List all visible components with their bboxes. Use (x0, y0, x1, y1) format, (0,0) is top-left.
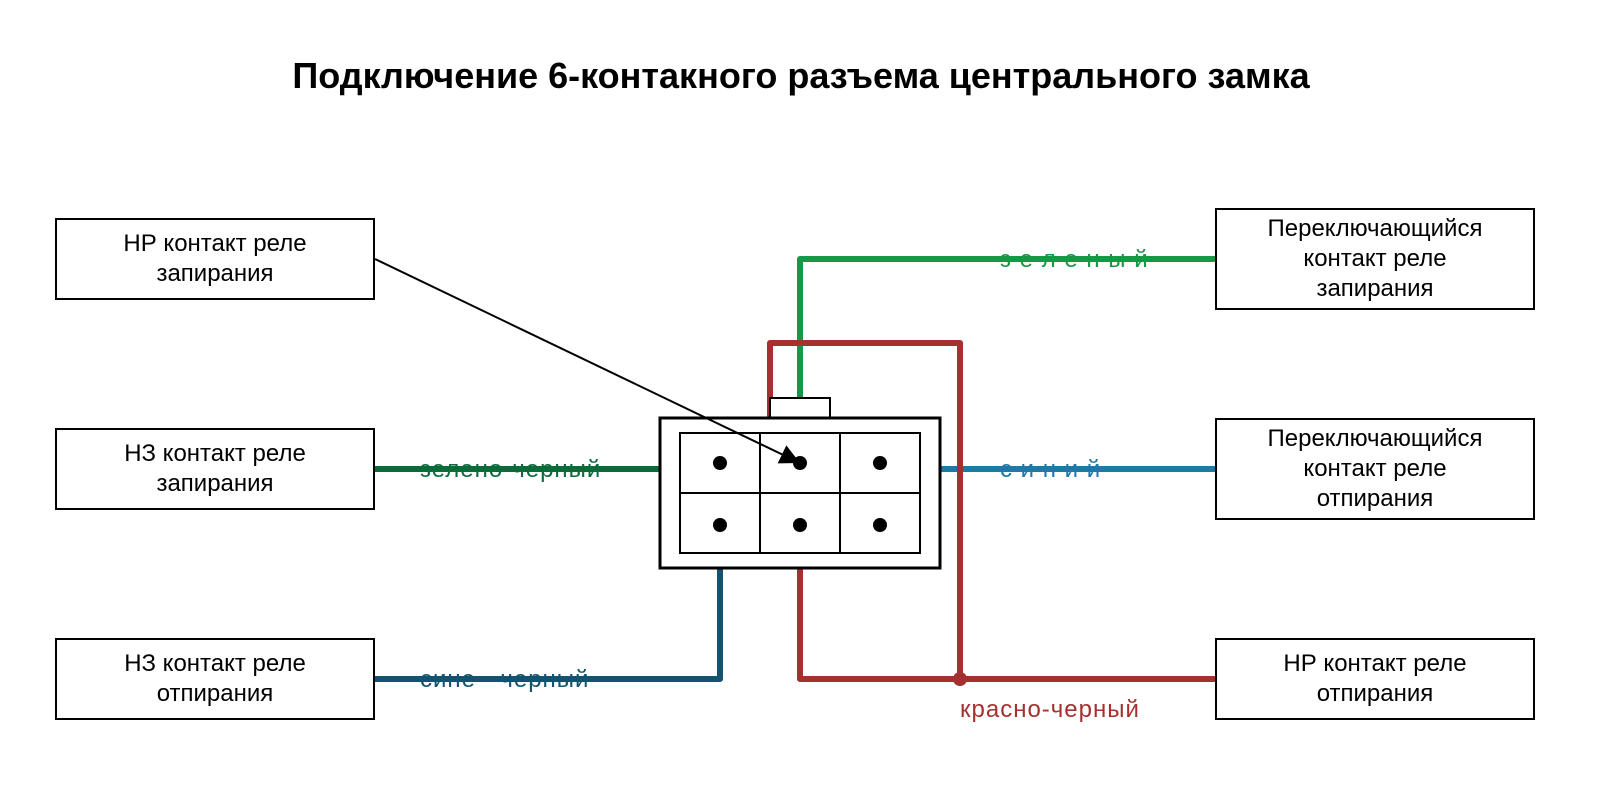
box-line: НР контакт реле (123, 230, 306, 257)
connector-pin-4 (713, 518, 727, 532)
box-switch-lock: Переключающийся контакт реле запирания (1215, 208, 1535, 310)
connector-pin-3 (873, 456, 887, 470)
box-nz-unlock: НЗ контакт реле отпирания (55, 638, 375, 720)
wire-label-green: з е л е н ы й (1000, 246, 1149, 274)
box-line: запирания (156, 470, 273, 497)
box-line: запирания (1316, 275, 1433, 302)
box-line: Переключающийся (1268, 425, 1483, 452)
wire-junction-dot (953, 672, 967, 686)
box-line: НЗ контакт реле (124, 650, 306, 677)
box-line: Переключающийся (1268, 215, 1483, 242)
box-nz-lock: НЗ контакт реле запирания (55, 428, 375, 510)
box-line: контакт реле (1303, 455, 1446, 482)
box-line: НР контакт реле (1283, 650, 1466, 677)
box-line: отпирания (1317, 485, 1434, 512)
box-line: отпирания (157, 680, 274, 707)
connector-pin-6 (873, 518, 887, 532)
wire-label-blue-black: сине - черный (420, 666, 589, 694)
connector-pin-5 (793, 518, 807, 532)
wire-label-blue: с и н и й (1000, 456, 1101, 484)
box-line: НЗ контакт реле (124, 440, 306, 467)
box-line: контакт реле (1303, 245, 1446, 272)
connector-6pin (660, 398, 940, 568)
box-nr-lock: НР контакт реле запирания (55, 218, 375, 300)
box-nr-unlock: НР контакт реле отпирания (1215, 638, 1535, 720)
box-line: запирания (156, 260, 273, 287)
wire-label-red-black: красно-черный (960, 696, 1140, 724)
leader-arrow (375, 259, 800, 463)
connector-pin-1 (713, 456, 727, 470)
wire-label-green-black: зелено-черный (420, 456, 601, 484)
box-switch-unlock: Переключающийся контакт реле отпирания (1215, 418, 1535, 520)
box-line: отпирания (1317, 680, 1434, 707)
